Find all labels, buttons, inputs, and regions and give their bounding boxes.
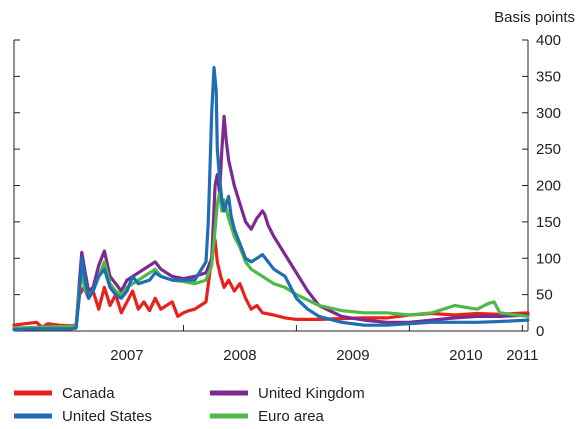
series-line-united-states: [12, 66, 530, 332]
x-tick-label: 2009: [336, 347, 369, 364]
legend-label: United Kingdom: [258, 385, 365, 402]
y-tick-label: 250: [536, 141, 561, 158]
y-tick-label: 300: [536, 105, 561, 122]
legend-label: Euro area: [258, 408, 325, 425]
series-line-euro-area: [12, 191, 530, 330]
series-lines: [12, 66, 530, 332]
y-axis-ticks: 0 50 100 150 200 250 300 350 400: [14, 32, 561, 340]
y-tick-label: 400: [536, 32, 561, 49]
y-tick-label: 100: [536, 250, 561, 267]
x-tick-label: 2007: [110, 347, 143, 364]
y-tick-label: 150: [536, 214, 561, 231]
y-tick-label: 200: [536, 178, 561, 195]
x-tick-label: 2011: [506, 347, 538, 364]
legend-label: Canada: [62, 385, 115, 402]
y-tick-label: 50: [536, 287, 553, 304]
x-tick-label: 2010: [449, 347, 482, 364]
legend-label: United States: [62, 408, 152, 425]
x-axis-ticks: 2007 2008 2009 2010 2011: [69, 325, 538, 364]
x-tick-label: 2008: [223, 347, 256, 364]
y-tick-label: 350: [536, 68, 561, 85]
y-axis-unit-label: Basis points: [494, 9, 575, 26]
y-tick-label: 0: [536, 323, 544, 340]
legend: Canada United Kingdom United States Euro ar…: [14, 385, 365, 425]
